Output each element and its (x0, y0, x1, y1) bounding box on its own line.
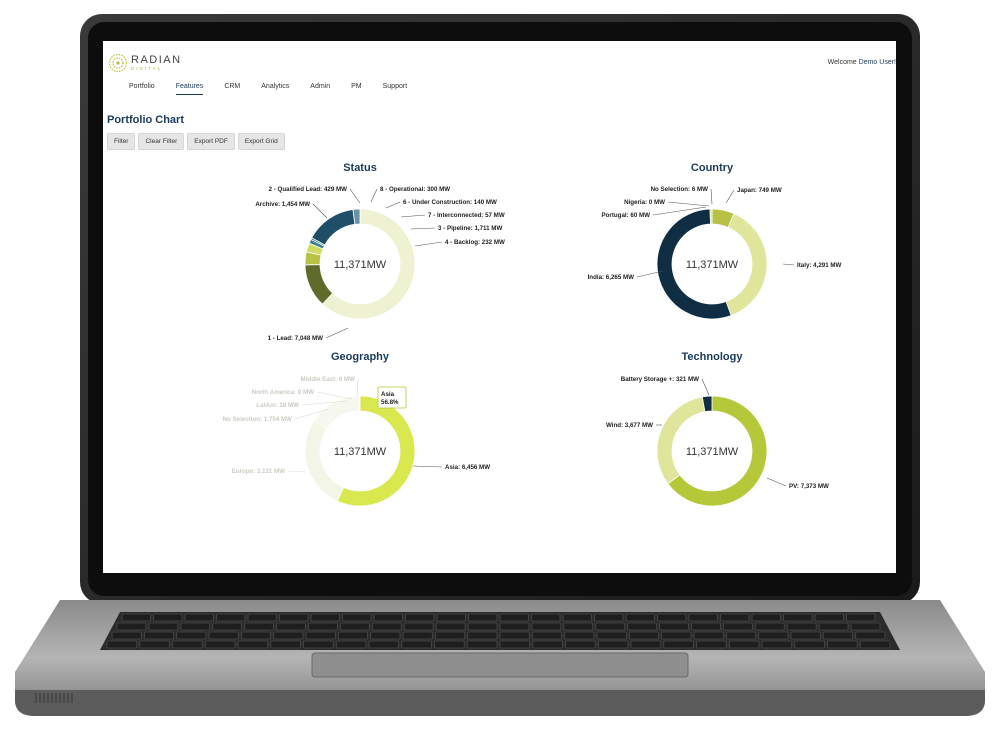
chart-title: Technology (682, 351, 744, 363)
slice-label: Japan: 749 MW (737, 187, 782, 194)
slice-label: 2 - Qualified Lead: 429 MW (269, 186, 348, 193)
slice-label: PV: 7,373 MW (789, 483, 829, 490)
slice-label: Wind: 3,677 MW (606, 422, 653, 429)
toolbar: Filter Clear Filter Export PDF Export Gr… (107, 133, 288, 150)
donut-chart-technology: Technology PV: 7,373 MW Wind: 3,677 MW Batt… (606, 351, 829, 507)
chart-title: Country (691, 162, 734, 174)
label-connector (782, 263, 795, 266)
donut-chart-country: Country Japan: 749 MW Italy: 4,291 MW India… (588, 162, 842, 320)
slice-label: Archive: 1,454 MW (255, 201, 310, 208)
label-connector (710, 188, 713, 205)
slice-label: No Selection: 6 MW (651, 186, 709, 193)
tooltip-value: 56.8% (381, 399, 399, 406)
slice-label: Italy: 4,291 MW (797, 262, 842, 269)
nav-analytics[interactable]: Analytics (261, 83, 290, 90)
welcome-user[interactable]: Demo User! (858, 59, 896, 66)
logo-subtitle: DIGITAL (131, 65, 163, 71)
slice-label: North America: 0 MW (252, 389, 314, 396)
label-connector (412, 465, 443, 468)
label-connector (667, 201, 710, 207)
slice-label: No Selection: 1,754 MW (223, 416, 293, 423)
chart-title: Status (343, 162, 377, 174)
label-connector (349, 188, 361, 204)
portfolio-charts: Status 1 - Lead: 7,048 MW Archive: 1,454 M… (223, 162, 842, 507)
label-connector (725, 189, 735, 204)
slice-label: 6 - Under Construction: 140 MW (403, 199, 497, 206)
slice-label: LatAm: 28 MW (256, 402, 299, 409)
slice-label: 1 - Lead: 7,048 MW (268, 335, 324, 342)
label-connector (701, 378, 710, 396)
main-nav: Portfolio Features CRM Analytics Admin P… (129, 83, 428, 95)
app-screen: RADIAN DIGITAL Welcome Demo User! Portfo… (103, 41, 896, 573)
clear-filter-button[interactable]: Clear Filter (138, 133, 185, 150)
pie-slice[interactable] (313, 395, 360, 430)
export-grid-button[interactable]: Export Grid (237, 133, 285, 150)
label-connector (325, 327, 349, 339)
slice-label: 3 - Pipeline: 1,711 MW (438, 225, 502, 232)
label-connector (301, 400, 348, 406)
label-connector (636, 270, 664, 278)
slice-label: Nigeria: 0 MW (624, 199, 665, 206)
center-total: 11,371MW (686, 446, 739, 458)
label-connector (766, 477, 787, 487)
label-connector (385, 201, 401, 209)
slice-label: Portugal: 60 MW (602, 212, 651, 219)
nav-support[interactable]: Support (382, 83, 408, 90)
label-connector (400, 214, 426, 218)
label-connector (414, 241, 443, 247)
center-total: 11,371MW (686, 259, 739, 271)
slice-label: Europe: 3,131 MW (232, 468, 285, 475)
slice-label: Middle East: 0 MW (301, 376, 355, 383)
label-connector (652, 206, 707, 216)
nav-portfolio[interactable]: Portfolio (129, 83, 155, 90)
radian-logo: RADIAN DIGITAL (108, 53, 182, 73)
chart-title: Geography (331, 351, 390, 363)
label-connector (316, 391, 353, 400)
tooltip-label: Asia (381, 391, 395, 398)
slice-label: Asia: 6,456 MW (445, 464, 490, 471)
welcome-message: Welcome Demo User! (828, 59, 896, 66)
pie-slice[interactable] (352, 208, 361, 225)
pie-slice[interactable] (321, 208, 416, 320)
donut-chart-status: Status 1 - Lead: 7,048 MW Archive: 1,454 M… (255, 162, 505, 342)
pie-slice[interactable] (311, 209, 356, 246)
logo-name: RADIAN (131, 53, 182, 66)
label-connector (370, 188, 378, 203)
welcome-prefix: Welcome (827, 59, 857, 66)
slice-label: Battery Storage +: 321 MW (621, 376, 699, 383)
export-pdf-button[interactable]: Export PDF (187, 133, 235, 150)
filter-button[interactable]: Filter (107, 133, 136, 150)
nav-admin[interactable]: Admin (310, 83, 331, 90)
center-total: 11,371MW (334, 446, 387, 458)
slice-label: 4 - Backlog: 232 MW (445, 239, 505, 246)
center-total: 11,371MW (334, 259, 387, 271)
slice-label: 8 - Operational: 300 MW (380, 186, 450, 193)
donut-chart-geography: Geography Asia: 6,456 MW Europe: 3,131 MW N… (223, 351, 490, 507)
slice-label: India: 6,265 MW (588, 274, 635, 281)
nav-features[interactable]: Features (175, 83, 204, 95)
label-connector (410, 227, 436, 230)
slice-label: 7 - Interconnected: 57 MW (428, 212, 505, 219)
nav-pm[interactable]: PM (351, 83, 362, 90)
pie-slice[interactable] (304, 420, 344, 502)
label-connector (287, 470, 307, 473)
label-connector (294, 408, 330, 420)
pie-slice[interactable] (358, 395, 361, 412)
pie-slice[interactable] (667, 395, 768, 507)
nav-crm[interactable]: CRM (224, 83, 241, 90)
page-title: Portfolio Chart (107, 114, 184, 126)
pie-slice[interactable] (701, 395, 713, 413)
sun-logo-icon (108, 53, 128, 73)
label-connector (356, 378, 359, 398)
pie-slice[interactable] (656, 396, 706, 485)
label-connector (312, 203, 328, 219)
